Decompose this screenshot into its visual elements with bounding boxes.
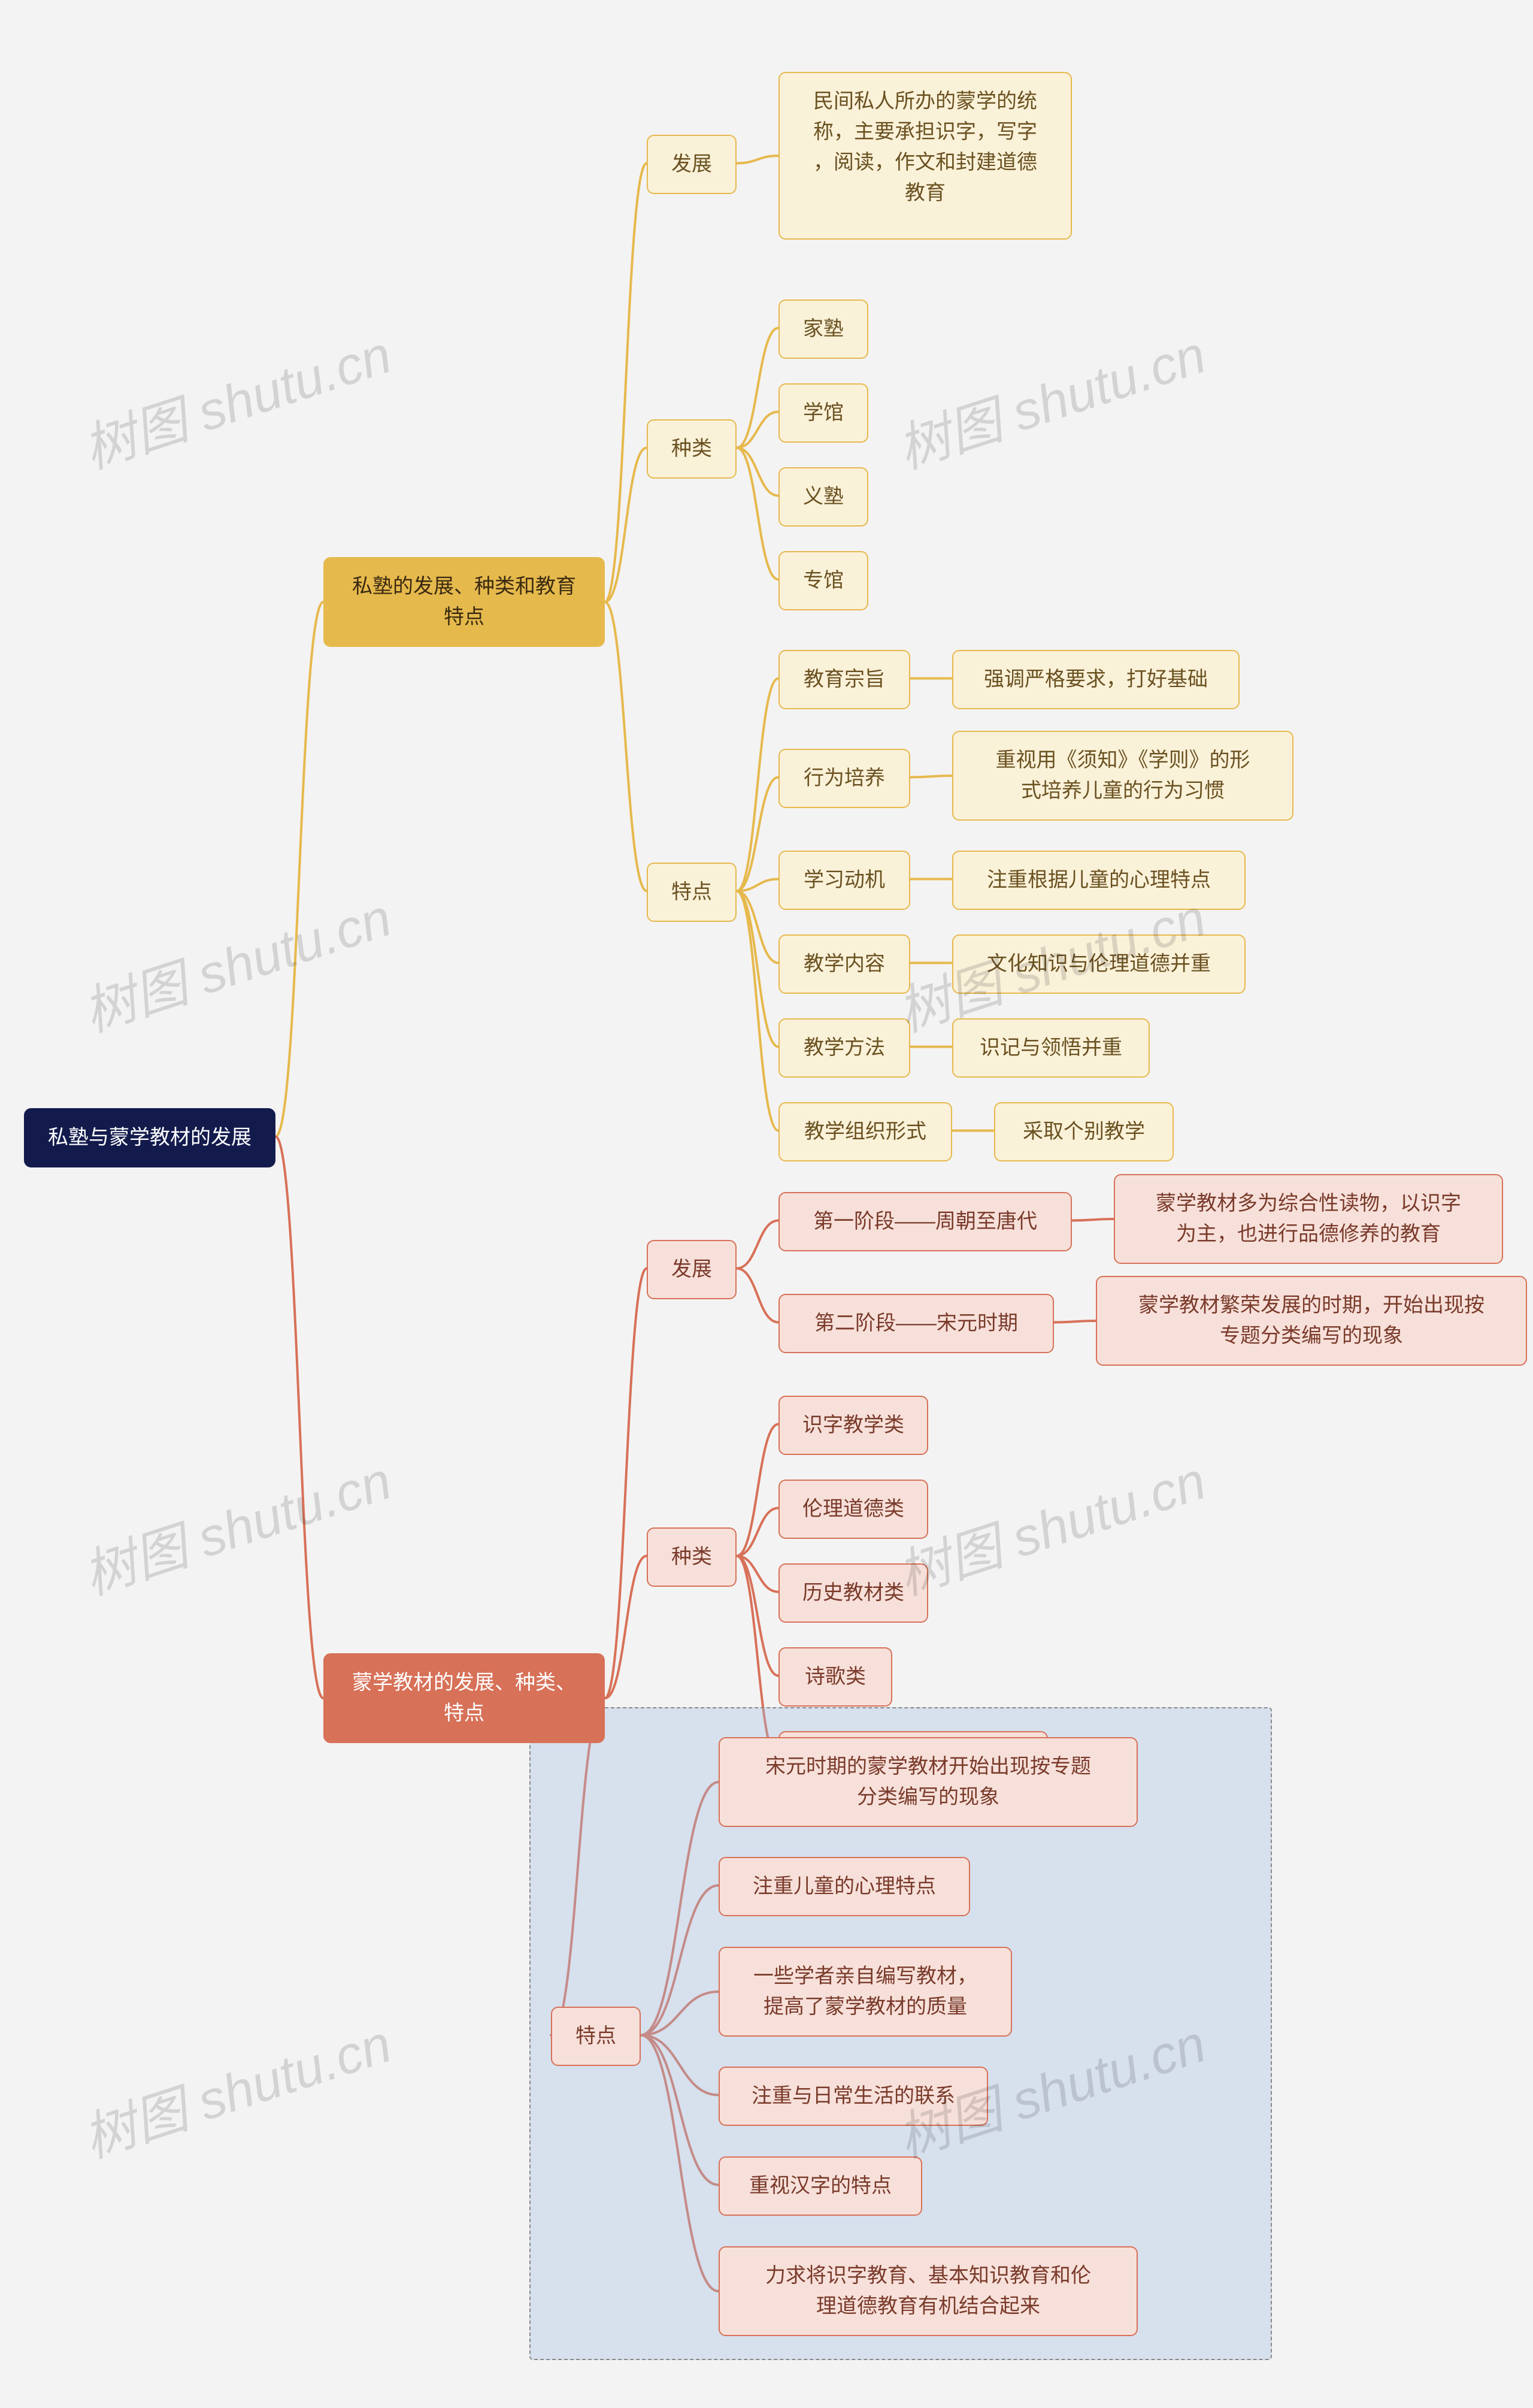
node-b2_t4: 诗歌类 (778, 1647, 892, 1707)
node-b1_dev_desc: 民间私人所办的蒙学的统 称，主要承担识字，写字 ，阅读，作文和封建道德 教育 (778, 72, 1072, 240)
node-b1_feat: 特点 (647, 863, 737, 922)
node-branch1: 私塾的发展、种类和教育 特点 (323, 557, 605, 647)
node-b2_t2: 伦理道德类 (778, 1480, 928, 1539)
node-b2_f1: 宋元时期的蒙学教材开始出现按专题 分类编写的现象 (719, 1737, 1138, 1827)
node-b2_d1d: 蒙学教材多为综合性读物，以识字 为主，也进行品德修养的教育 (1114, 1174, 1503, 1264)
node-b1_f5: 教学方法 (778, 1018, 910, 1078)
node-b1_f2: 行为培养 (778, 749, 910, 808)
node-b2_f3: 一些学者亲自编写教材， 提高了蒙学教材的质量 (719, 1947, 1012, 2037)
node-b2_f6: 力求将识字教育、基本知识教育和伦 理道德教育有机结合起来 (719, 2246, 1138, 2336)
node-b2_t1: 识字教学类 (778, 1396, 928, 1455)
node-b1_f3d: 注重根据儿童的心理特点 (952, 851, 1246, 910)
node-b1_f2d: 重视用《须知》《学则》的形 式培养儿童的行为习惯 (952, 731, 1293, 821)
node-b1_types: 种类 (647, 419, 737, 479)
watermark: 树图 shutu.cn (887, 1438, 1214, 1610)
node-b2_types: 种类 (647, 1527, 737, 1587)
node-b1_f6d: 采取个别教学 (994, 1102, 1174, 1161)
node-b1_f1: 教育宗旨 (778, 650, 910, 709)
node-b1_dev: 发展 (647, 135, 737, 194)
node-b1_f5d: 识记与领悟并重 (952, 1018, 1150, 1078)
node-b2_feat: 特点 (551, 2007, 641, 2066)
node-b2_f5: 重视汉字的特点 (719, 2156, 922, 2216)
node-b1_f6: 教学组织形式 (778, 1102, 952, 1161)
node-b1_f4: 教学内容 (778, 934, 910, 994)
watermark: 树图 shutu.cn (72, 875, 399, 1046)
watermark: 树图 shutu.cn (72, 2001, 399, 2173)
watermark: 树图 shutu.cn (72, 1438, 399, 1610)
node-b2_d2: 第二阶段——宋元时期 (778, 1294, 1054, 1353)
node-b1_f1d: 强调严格要求，打好基础 (952, 650, 1240, 709)
node-root: 私塾与蒙学教材的发展 (24, 1108, 275, 1167)
watermark: 树图 shutu.cn (72, 312, 399, 483)
node-b2_dev: 发展 (647, 1240, 737, 1299)
node-b1_t2: 学馆 (778, 383, 868, 443)
node-b2_t3: 历史教材类 (778, 1563, 928, 1623)
node-b1_t4: 专馆 (778, 551, 868, 610)
node-b1_f4d: 文化知识与伦理道德并重 (952, 934, 1246, 994)
node-branch2: 蒙学教材的发展、种类、 特点 (323, 1653, 605, 1743)
node-b1_t1: 家塾 (778, 300, 868, 359)
node-b1_f3: 学习动机 (778, 851, 910, 910)
node-b2_d1: 第一阶段——周朝至唐代 (778, 1192, 1072, 1251)
watermark: 树图 shutu.cn (887, 312, 1214, 483)
node-b2_d2d: 蒙学教材繁荣发展的时期，开始出现按 专题分类编写的现象 (1096, 1276, 1527, 1366)
node-b2_f4: 注重与日常生活的联系 (719, 2067, 988, 2126)
node-b2_f2: 注重儿童的心理特点 (719, 1857, 970, 1916)
node-b1_t3: 义塾 (778, 467, 868, 527)
